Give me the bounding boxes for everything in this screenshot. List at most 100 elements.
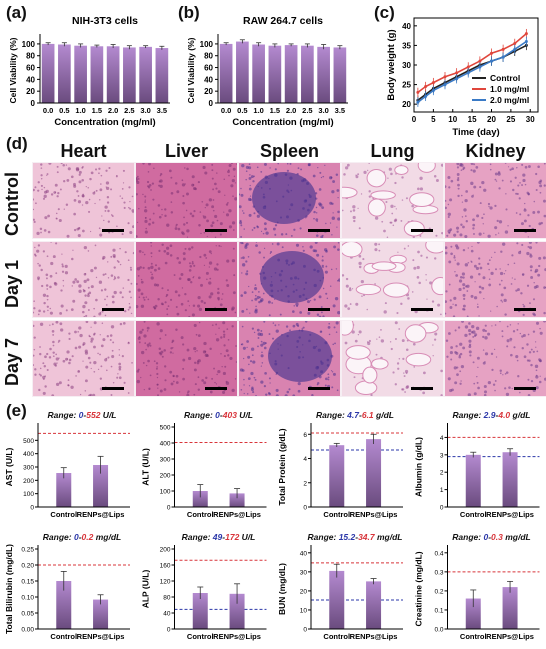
x-tick-label: 10 (448, 115, 457, 124)
y-tick-label: 160 (160, 563, 171, 570)
biochem-chart: Range: 0-0.3 mg/dL Control RENPs@Lips 0.0 0.… (414, 532, 540, 641)
scale-bar (514, 229, 536, 232)
legend-label: Control (490, 73, 520, 83)
series-point (416, 100, 420, 104)
bar (155, 48, 169, 103)
histology-image (341, 320, 444, 397)
scale-bar (411, 229, 433, 232)
y-tick-label: 100 (23, 491, 34, 498)
series-point (524, 32, 528, 36)
y-tick-label: 30 (402, 61, 411, 70)
series-point (478, 65, 482, 69)
bar (465, 598, 481, 629)
range-label: Range: 49-172 U/L (182, 532, 256, 542)
bar (229, 593, 245, 629)
histology-image (135, 320, 238, 397)
x-tick-label: 3.5 (157, 106, 167, 115)
y-axis-label: Albumin (g/dL) (414, 437, 424, 497)
x-tick-label: 25 (506, 115, 515, 124)
y-tick-label: 40 (300, 550, 308, 557)
x-axis-label: Time (day) (452, 127, 499, 138)
scale-bar (205, 387, 227, 390)
histology-image (32, 162, 135, 239)
x-tick-label: 2.5 (302, 106, 312, 115)
y-tick-label: 0.25 (21, 547, 34, 554)
biochem-chart: Range: 2.9-4.0 g/dL Control RENPs@Lips 0 1 2 3… (414, 410, 540, 519)
series-point (455, 77, 459, 81)
bar (90, 46, 104, 103)
range-label: Range: 0-403 U/L (184, 410, 253, 420)
organ-header-heart: Heart (60, 141, 107, 161)
x-tick-label: RENPs@Lips (486, 510, 534, 519)
viability-chart-raw264: RAW 264.7 cells 0 20 40 60 80 100 0.0 0.5 1.0 1.5 2… (186, 15, 348, 128)
bar (56, 473, 72, 507)
biochem-chart: Range: 15.2-34.7 mg/dL Control RENPs@Lips 0… (277, 532, 403, 641)
y-tick-label: 0 (31, 99, 36, 108)
series-point (431, 81, 435, 85)
bar (219, 43, 233, 103)
bar (333, 47, 347, 103)
y-tick-label: 500 (23, 438, 34, 445)
x-tick-label: Control (460, 510, 487, 519)
series-point (501, 55, 505, 59)
y-axis-label: BUN (mg/dL) (277, 563, 287, 615)
y-tick-label: 0.0 (434, 627, 443, 634)
scale-bar (514, 308, 536, 311)
y-tick-label: 40 (402, 22, 411, 31)
series-point (490, 51, 493, 55)
histology-image (238, 320, 341, 397)
x-tick-label: RENPs@Lips (350, 510, 398, 519)
y-tick-label: 40 (163, 611, 171, 618)
scale-bar (205, 229, 227, 232)
bar (502, 452, 518, 507)
bar (284, 45, 298, 103)
series-point (431, 88, 435, 92)
x-tick-label: RENPs@Lips (213, 510, 261, 519)
histology-image (444, 162, 546, 239)
histology-image (135, 241, 238, 318)
y-tick-label: 3 (440, 452, 444, 459)
biochem-chart: Range: 0-552 U/L Control RENPs@Lips 0 100 200… (4, 410, 130, 519)
panel-label-d: (d) (6, 134, 28, 153)
body-weight-chart: 0 5 10 15 20 25 30 20 25 30 35 40 Time (day) Body wei… (386, 17, 539, 138)
panel-label-c: (c) (374, 3, 395, 22)
series-point (513, 41, 517, 45)
x-tick-label: 30 (526, 115, 535, 124)
bar (192, 593, 208, 629)
y-axis-label: AST (U/L) (4, 447, 14, 486)
row-label-day7: Day 7 (2, 337, 22, 386)
x-tick-label: 1.5 (92, 106, 102, 115)
y-tick-label: 0.20 (21, 563, 34, 570)
y-tick-label: 20 (402, 100, 411, 109)
y-tick-label: 0 (303, 505, 307, 512)
x-tick-label: 0.5 (59, 106, 69, 115)
y-tick-label: 30 (300, 569, 308, 576)
y-axis-label: ALT (U/L) (141, 448, 151, 486)
y-tick-label: 0.4 (434, 550, 443, 557)
y-tick-label: 80 (204, 52, 213, 61)
range-label: Range: 0-0.3 mg/dL (452, 532, 530, 542)
range-label: Range: 15.2-34.7 mg/dL (308, 532, 403, 542)
bar (123, 47, 136, 103)
organ-header-lung: Lung (370, 141, 415, 161)
y-tick-label: 300 (160, 457, 171, 464)
series-point (416, 90, 420, 94)
y-tick-label: 400 (160, 441, 171, 448)
organ-header-liver: Liver (164, 141, 209, 161)
bar (329, 570, 345, 629)
scale-bar (102, 387, 124, 390)
y-tick-label: 0 (303, 627, 307, 634)
biochem-chart: Range: 0-403 U/L Control RENPs@Lips 0 100 200… (141, 410, 267, 519)
y-tick-label: 400 (23, 451, 34, 458)
histology-image (32, 320, 135, 397)
y-axis-label: ALP (U/L) (141, 570, 151, 609)
bar (268, 45, 282, 103)
histology-image (341, 241, 444, 318)
bar (465, 454, 481, 507)
scale-bar (102, 308, 124, 311)
x-tick-label: 0 (412, 115, 417, 124)
x-axis-label: Concentration (mg/ml) (232, 117, 333, 128)
y-tick-label: 0 (440, 505, 444, 512)
x-tick-label: Control (460, 632, 487, 641)
